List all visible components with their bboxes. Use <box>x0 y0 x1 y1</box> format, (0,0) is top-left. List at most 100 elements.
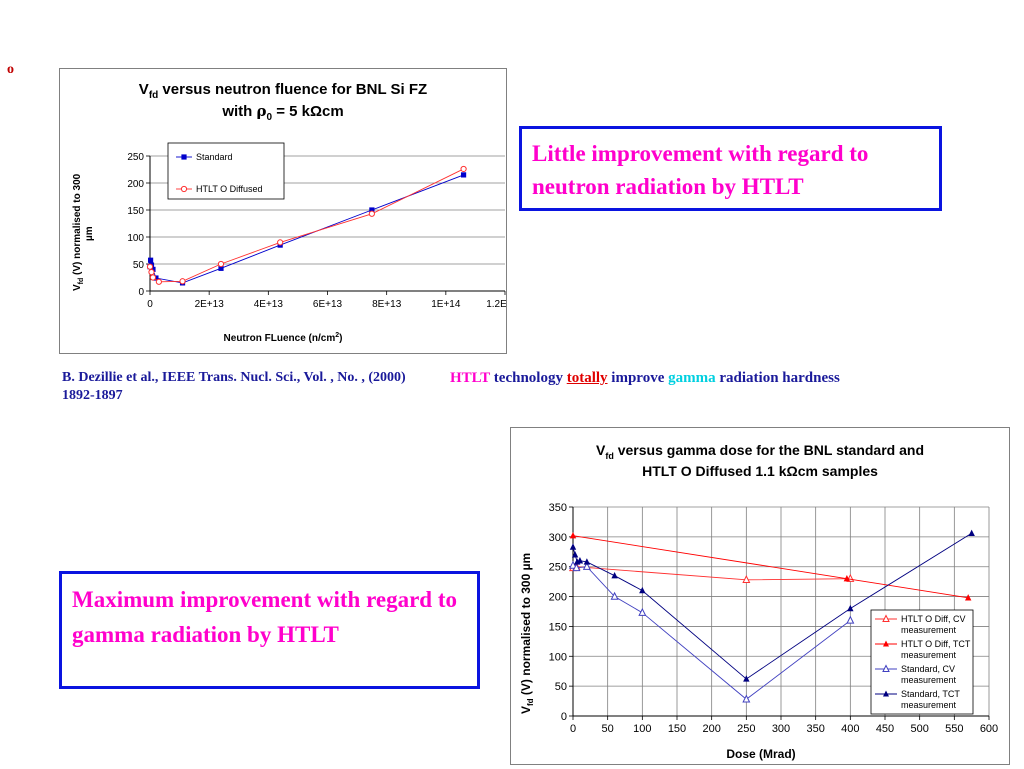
y-tick-label: 300 <box>549 532 567 544</box>
y-tick-label: 350 <box>549 502 567 514</box>
svg-text:Vfd (V) normalised to 300: Vfd (V) normalised to 300 <box>72 173 85 291</box>
gamma-legend-marker <box>882 664 890 672</box>
svg-text:µm: µm <box>84 226 95 241</box>
callout-gamma: Maximum improvement with regard to gamma… <box>59 571 480 689</box>
x-tick-label: 4E+13 <box>254 299 284 310</box>
series-3-point <box>571 551 579 558</box>
x-tick-label: 150 <box>668 723 686 735</box>
neutron-legend-marker <box>181 154 187 160</box>
series-0-point <box>742 575 751 584</box>
series-1-point <box>460 165 467 173</box>
x-tick-label: 500 <box>910 723 928 735</box>
neutron-chart-frame: Vfd versus neutron fluence for BNL Si FZ… <box>59 68 524 354</box>
series-1-point <box>149 274 157 281</box>
x-tick-label: 450 <box>876 723 894 735</box>
neutron-chart: Vfd versus neutron fluence for BNL Si FZ… <box>72 81 524 344</box>
series-1-point <box>277 239 284 246</box>
series-1-point <box>179 278 186 285</box>
gamma-plot-area: 0 50 100 150 200 250 300 350 0 50 100 150 200 250 300 3… <box>549 502 999 735</box>
x-tick-label: 50 <box>602 723 614 735</box>
series-3-point <box>576 557 584 564</box>
x-tick-label: 0 <box>147 299 153 310</box>
improve-word: improve <box>607 370 669 386</box>
neutron-chart-title-line2: with ρ0 = 5 kΩcm <box>221 102 343 123</box>
neutron-legend-marker <box>180 185 188 193</box>
neutron-legend-label: HTLT O Diffused <box>196 184 263 194</box>
y-tick-label: 100 <box>549 651 567 663</box>
series-1-point <box>146 263 154 270</box>
series-2-point <box>582 561 591 570</box>
totally-word: totally <box>566 370 608 386</box>
gamma-legend-label: Standard, CV measurement <box>901 664 957 685</box>
gamma-legend-marker <box>883 690 889 697</box>
x-tick-label: 200 <box>702 723 720 735</box>
y-tick-label: 200 <box>549 592 567 604</box>
y-tick-label: 200 <box>127 179 144 190</box>
y-tick-label: 250 <box>549 562 567 574</box>
series-3-line <box>572 532 972 680</box>
radiation-hardness-words: radiation hardness <box>715 370 840 386</box>
y-tick-label: 50 <box>555 681 567 693</box>
series-0-point <box>218 265 224 271</box>
series-0-point <box>460 172 467 178</box>
y-tick-label: 0 <box>561 711 567 723</box>
gamma-legend-label: Standard, TCT measurement <box>901 689 960 710</box>
series-3-point <box>611 571 618 579</box>
gamma-chart-ylabel: Vfd (V) normalised to 300 µm <box>519 553 535 714</box>
series-3-point <box>968 529 975 536</box>
x-tick-label: 2E+13 <box>195 299 225 310</box>
series-3-point <box>847 604 854 612</box>
series-2-point <box>742 694 751 703</box>
series-0-point <box>369 207 375 213</box>
series-2-point <box>610 591 619 600</box>
neutron-plot-area: 0 50 100 150 200 250 0 2E+13 4E+13 6E+13 8E+13 1E+1… <box>127 142 524 310</box>
series-2-point <box>846 615 855 624</box>
gamma-legend-marker <box>882 614 890 622</box>
x-tick-label: 100 <box>633 723 651 735</box>
slide-bullet: o <box>7 62 14 77</box>
series-3-point <box>639 586 646 594</box>
citation: B. Dezillie et al., IEEE Trans. Nucl. Sc… <box>62 370 406 403</box>
y-tick-label: 250 <box>127 152 144 163</box>
htlt-statement: HTLT technology totally improve gamma ra… <box>450 370 840 387</box>
x-tick-label: 600 <box>980 723 998 735</box>
y-tick-label: 50 <box>133 260 145 271</box>
series-2-point <box>638 607 647 616</box>
x-tick-label: 250 <box>737 723 755 735</box>
gamma-chart: Vfd versus gamma dose for the BNL standa… <box>519 442 999 761</box>
gamma-legend-box <box>870 609 974 715</box>
gamma-legend-label: HTLT O Diff, CV measurement <box>901 614 966 635</box>
technology-word: technology <box>490 370 567 386</box>
neutron-legend-label: Standard <box>196 152 233 162</box>
gamma-chart-title-line2: HTLT O Diffused 1.1 kΩcm samples <box>642 463 878 479</box>
series-1-point <box>148 269 155 276</box>
x-tick-label: 300 <box>772 723 790 735</box>
gamma-chart-xlabel: Dose (Mrad) <box>726 747 795 761</box>
series-2-point <box>572 563 581 572</box>
callout-neutron: Little improvement with regard to neutro… <box>519 126 942 211</box>
neutron-chart-title-line1: Vfd versus neutron fluence for BNL Si FZ <box>139 81 427 101</box>
neutron-legend-box <box>167 142 285 200</box>
neutron-chart-ylabel: Vfd (V) normalised to 300 µm <box>72 173 95 291</box>
gamma-chart-title-line1: Vfd versus gamma dose for the BNL standa… <box>596 442 924 461</box>
neutron-chart-xlabel: Neutron FLuence (n/cm2) <box>224 332 343 344</box>
x-tick-label: 6E+13 <box>313 299 343 310</box>
series-1-point <box>569 531 577 539</box>
series-1-point <box>965 594 972 601</box>
y-tick-label: 100 <box>127 233 144 244</box>
series-3-point <box>743 675 750 682</box>
series-1-point <box>368 210 375 217</box>
gamma-chart-frame: Vfd versus gamma dose for the BNL standa… <box>510 427 1010 765</box>
series-3-point <box>569 543 577 550</box>
htlt-word: HTLT <box>450 370 491 386</box>
series-1-point <box>843 574 851 582</box>
x-tick-label: 1E+14 <box>431 299 461 310</box>
svg-text:Vfd (V) normalised to 300 µm: Vfd (V) normalised to 300 µm <box>519 553 535 714</box>
x-tick-label: 1.2E+14 <box>486 299 506 310</box>
x-tick-label: 550 <box>945 723 963 735</box>
gamma-legend-label: HTLT O Diff, TCT measurement <box>901 639 971 660</box>
series-3-point <box>583 558 591 565</box>
x-tick-label: 400 <box>841 723 859 735</box>
x-tick-label: 0 <box>570 723 576 735</box>
gamma-legend-marker <box>883 640 889 647</box>
